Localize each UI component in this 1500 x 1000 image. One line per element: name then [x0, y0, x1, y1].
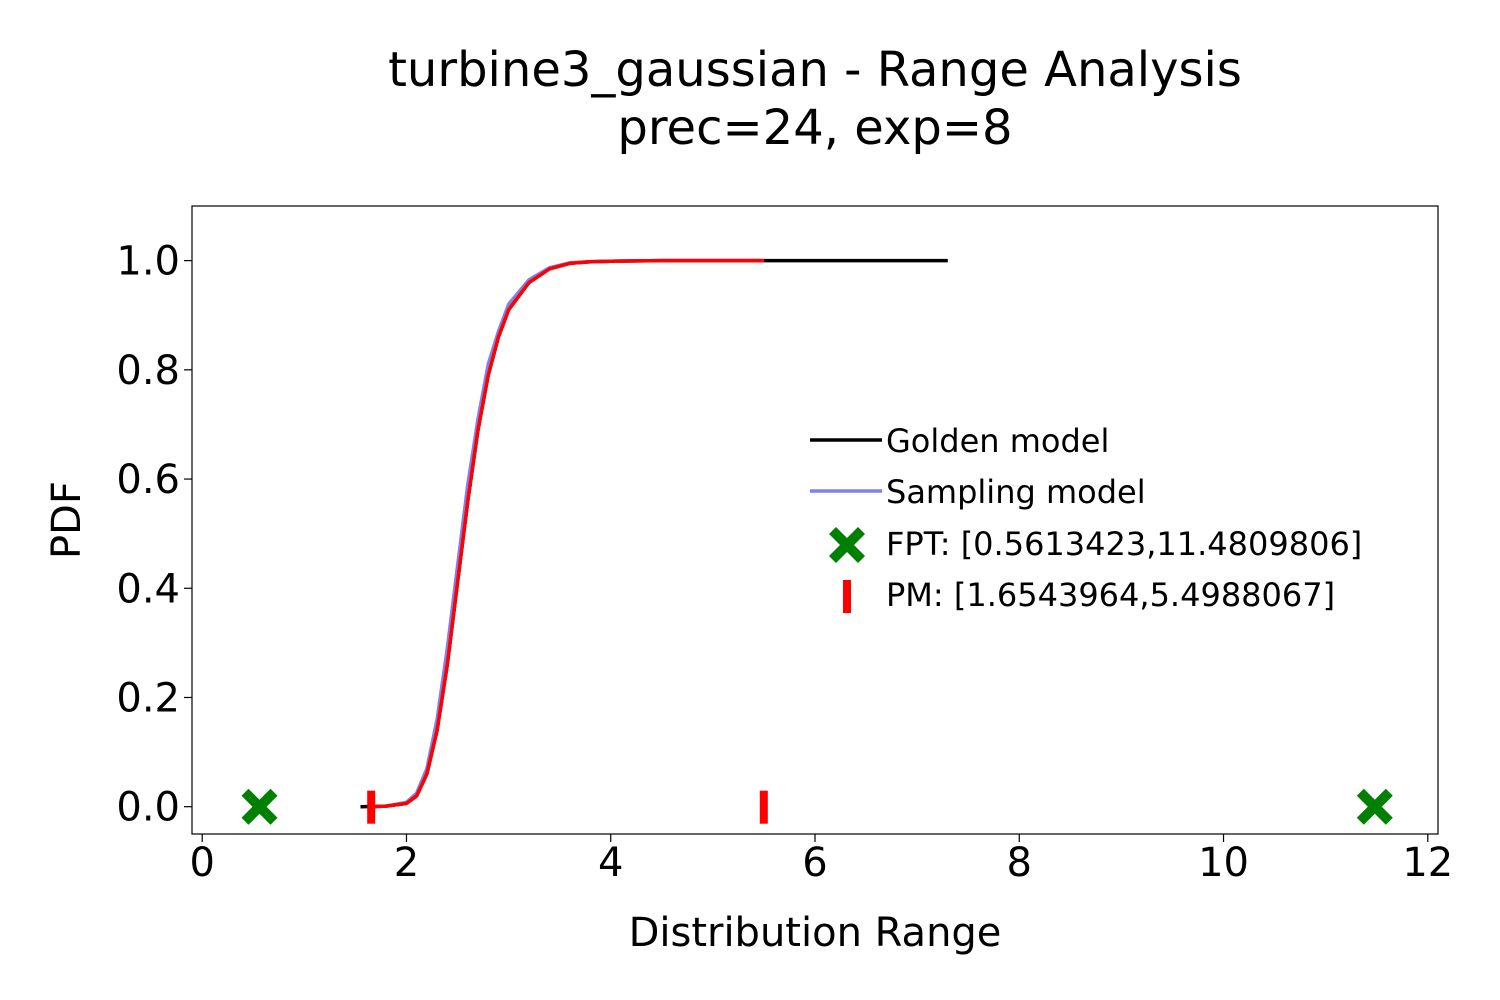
y-axis-label: PDF — [44, 481, 90, 559]
x-tick-label: 12 — [1402, 840, 1453, 886]
fpt-marker-2 — [1356, 788, 1393, 825]
legend-golden-label: Golden model — [886, 422, 1109, 460]
y-tick-label: 0.2 — [116, 675, 180, 721]
x-axis-ticks: 0 2 4 6 8 10 12 — [189, 834, 1453, 886]
legend-pm-label: PM: [1.6543964,5.4988067] — [886, 576, 1335, 614]
legend-fpt-label: FPT: [0.5613423,11.4809806] — [886, 525, 1362, 563]
y-tick-label: 1.0 — [116, 239, 180, 285]
y-tick-label: 0.6 — [116, 457, 180, 503]
legend-sampling-label: Sampling model — [886, 473, 1146, 511]
pm-marker-2 — [759, 790, 768, 824]
x-tick-label: 10 — [1198, 840, 1249, 886]
plot-frame — [191, 205, 1439, 835]
x-tick-label: 6 — [802, 840, 827, 886]
legend: Golden model Sampling model FPT: [0.5613… — [810, 422, 1362, 614]
pm-marker-1 — [367, 790, 376, 824]
x-axis-label: Distribution Range — [629, 910, 1002, 956]
legend-fpt-marker — [829, 527, 865, 563]
x-tick-label: 4 — [598, 840, 623, 886]
series-line-2 — [370, 258, 764, 809]
chart-title: turbine3_gaussian - Range Analysis — [388, 42, 1242, 98]
series-line-3 — [370, 258, 764, 809]
y-tick-label: 0.4 — [116, 566, 180, 612]
fpt-marker-shape — [241, 788, 278, 825]
chart-subtitle: prec=24, exp=8 — [617, 100, 1012, 156]
x-tick-label: 8 — [1007, 840, 1032, 886]
legend-pm-marker — [843, 580, 851, 613]
y-tick-label: 0.0 — [116, 785, 180, 831]
series-layer — [360, 258, 948, 809]
x-tick-label: 2 — [394, 840, 419, 886]
y-axis-ticks: 0.0 0.2 0.4 0.6 0.8 1.0 — [116, 239, 192, 831]
plot-area — [191, 205, 1439, 835]
fpt-marker-1 — [241, 788, 278, 825]
marker-layer — [241, 788, 1393, 825]
y-tick-label: 0.8 — [116, 348, 180, 394]
fpt-marker-shape — [1356, 788, 1393, 825]
x-tick-label: 0 — [189, 840, 214, 886]
